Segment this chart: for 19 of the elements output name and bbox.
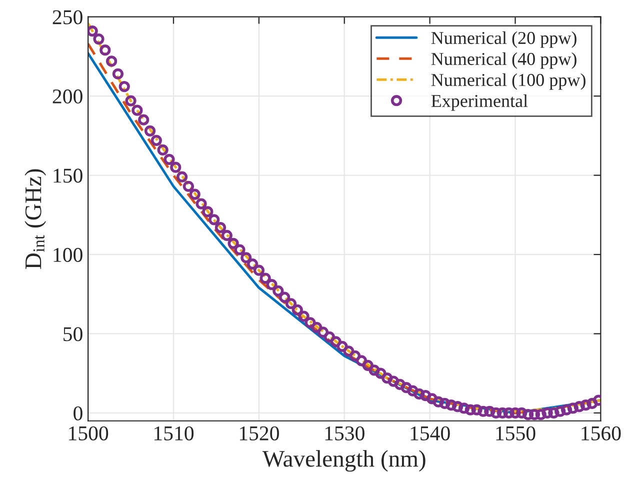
x-tick-label: 1540 [410, 426, 450, 440]
y-tick-label: 0 [74, 406, 82, 420]
y-tick-label: 100 [54, 248, 82, 262]
x-axis-title: Wavelength (nm) [262, 450, 426, 472]
x-tick-label: 1560 [582, 426, 621, 440]
x-tick-label: 1550 [496, 426, 536, 440]
legend-label: Numerical (20 ppw) [431, 31, 576, 48]
x-tick-label: 1500 [69, 426, 108, 440]
x-tick-label: 1510 [154, 426, 194, 440]
legend-label: Numerical (40 ppw) [431, 52, 576, 69]
x-tick-label: 1530 [325, 426, 364, 440]
y-tick-label: 50 [64, 327, 82, 342]
y-tick-label: 250 [52, 10, 82, 24]
legend-label: Experimental [431, 94, 528, 111]
legend-label: Numerical (100 ppw) [431, 73, 586, 90]
y-axis-title: D$_{int}$ (GHz) [24, 169, 46, 269]
x-tick-label: 1520 [240, 426, 279, 440]
y-tick-label: 150 [54, 168, 82, 183]
y-tick-label: 200 [52, 89, 82, 104]
